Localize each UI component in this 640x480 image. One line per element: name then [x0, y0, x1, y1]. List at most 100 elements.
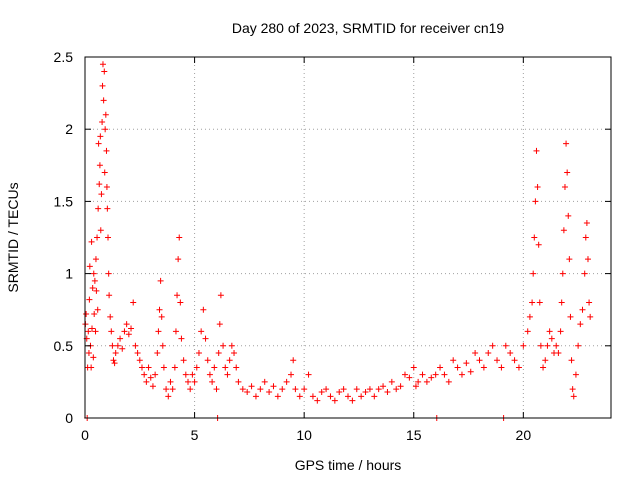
data-point	[176, 234, 183, 241]
data-point	[288, 371, 295, 378]
data-point	[141, 371, 148, 378]
data-point	[331, 397, 338, 404]
data-point	[111, 360, 118, 367]
data-point	[94, 306, 101, 313]
y-tick-label: 2	[65, 121, 73, 137]
data-point	[91, 277, 98, 284]
data-point	[99, 118, 106, 125]
data-point	[217, 292, 224, 299]
data-point	[233, 364, 240, 371]
data-point	[94, 234, 101, 241]
data-point	[529, 299, 536, 306]
data-point	[467, 368, 474, 375]
data-point	[85, 350, 92, 357]
data-point	[198, 328, 205, 335]
chart-title: Day 280 of 2023, SRMTID for receiver cn1…	[232, 20, 505, 36]
data-point	[305, 371, 312, 378]
data-point	[544, 342, 551, 349]
data-point	[157, 277, 164, 284]
data-point	[336, 389, 343, 396]
data-point	[314, 397, 321, 404]
data-point	[559, 270, 566, 277]
data-point	[323, 386, 330, 393]
data-point	[393, 386, 400, 393]
data-point	[85, 328, 92, 335]
data-point	[358, 393, 365, 400]
data-point	[102, 111, 109, 118]
data-point	[476, 357, 483, 364]
data-point	[279, 386, 286, 393]
data-point	[318, 389, 325, 396]
data-point	[327, 393, 334, 400]
data-point	[498, 364, 505, 371]
data-point	[524, 328, 531, 335]
data-point	[569, 386, 576, 393]
grid-lines	[85, 57, 611, 418]
data-point	[117, 335, 124, 342]
data-point	[410, 364, 417, 371]
data-point	[419, 371, 426, 378]
data-point	[178, 335, 185, 342]
data-point	[428, 374, 435, 381]
data-point	[472, 350, 479, 357]
data-point	[450, 357, 457, 364]
data-point	[563, 140, 570, 147]
x-axis-label: GPS time / hours	[295, 457, 402, 473]
data-point	[88, 238, 95, 245]
data-point	[89, 285, 96, 292]
data-point	[572, 371, 579, 378]
x-axis-ticks: 0 5 10 15 20	[81, 57, 531, 443]
data-point	[362, 389, 369, 396]
data-point	[101, 68, 108, 75]
data-point	[587, 313, 594, 320]
data-point	[195, 350, 202, 357]
data-point	[537, 342, 544, 349]
data-point	[566, 256, 573, 263]
data-point	[582, 234, 589, 241]
data-point	[180, 357, 187, 364]
data-point	[182, 371, 189, 378]
data-point	[174, 292, 181, 299]
y-axis-label: SRMTID / TECUs	[5, 182, 21, 292]
data-point	[107, 313, 114, 320]
x-tick-label: 5	[191, 427, 199, 443]
data-point	[437, 364, 444, 371]
data-point	[88, 364, 95, 371]
data-point	[108, 328, 115, 335]
data-point	[235, 378, 242, 385]
data-point	[567, 313, 574, 320]
data-point	[96, 162, 103, 169]
data-point	[558, 299, 565, 306]
data-point	[441, 371, 448, 378]
data-point	[581, 270, 588, 277]
data-point	[533, 147, 540, 154]
data-point	[91, 311, 98, 318]
data-point	[99, 82, 106, 89]
data-point	[110, 357, 117, 364]
data-point	[100, 97, 107, 104]
data-point	[93, 287, 100, 294]
data-point	[502, 342, 509, 349]
data-point	[561, 183, 568, 190]
data-point	[165, 393, 172, 400]
data-point	[193, 364, 200, 371]
data-point	[86, 263, 93, 270]
data-point	[480, 364, 487, 371]
data-point	[577, 321, 584, 328]
data-point	[189, 371, 196, 378]
data-point	[158, 313, 165, 320]
data-point	[109, 342, 116, 349]
data-point	[136, 357, 143, 364]
data-point	[494, 357, 501, 364]
data-point	[564, 169, 571, 176]
data-point	[586, 299, 593, 306]
data-point	[415, 378, 422, 385]
data-point	[103, 147, 110, 154]
data-point	[388, 378, 395, 385]
data-point	[154, 350, 161, 357]
data-point	[536, 299, 543, 306]
data-point	[515, 364, 522, 371]
data-point	[123, 321, 130, 328]
data-point	[532, 198, 539, 205]
data-point	[353, 386, 360, 393]
